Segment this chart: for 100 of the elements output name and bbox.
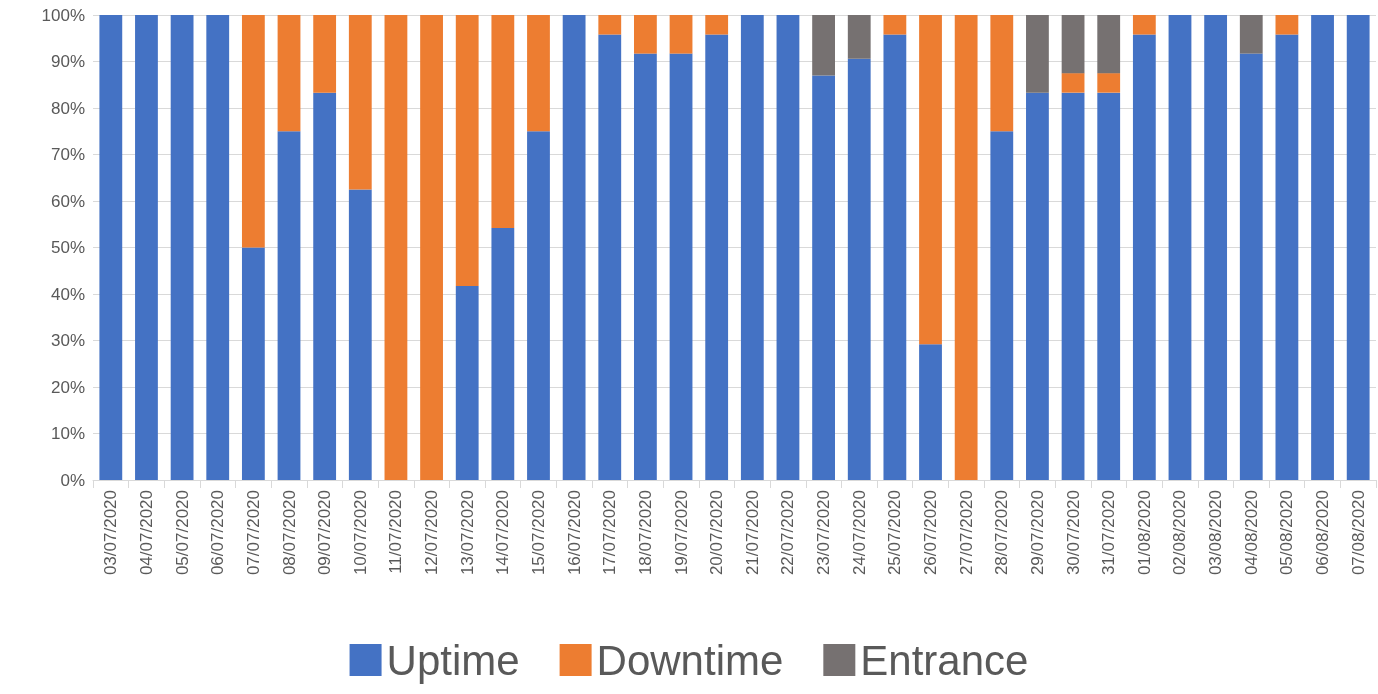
x-tick-label: 17/07/2020 [600, 490, 620, 576]
x-tick-label: 03/07/2020 [101, 490, 121, 576]
bar [348, 15, 372, 190]
bar [883, 34, 907, 480]
x-tick-label: 29/07/2020 [1027, 490, 1047, 576]
y-tick-label: 10% [50, 424, 85, 443]
x-tick-label: 02/08/2020 [1170, 490, 1190, 576]
x-tick-label: 21/07/2020 [742, 490, 762, 576]
x-tick-label: 28/07/2020 [992, 490, 1012, 576]
legend-label: Uptime [386, 636, 520, 684]
x-tick-label: 04/08/2020 [1241, 490, 1261, 576]
bar [1346, 15, 1370, 480]
x-tick-label: 04/07/2020 [136, 490, 156, 576]
bar [277, 15, 301, 132]
bar [669, 15, 693, 54]
bar [1275, 34, 1299, 480]
bar [491, 15, 515, 228]
x-tick-label: 13/07/2020 [457, 490, 477, 576]
x-tick-label: 19/07/2020 [671, 490, 691, 576]
bar [740, 15, 764, 480]
bar [1311, 15, 1334, 480]
x-tick-label: 07/08/2020 [1348, 490, 1368, 576]
bar [812, 15, 835, 76]
bar [705, 15, 729, 35]
bar [1204, 15, 1228, 480]
bar [812, 75, 835, 480]
bar [1132, 34, 1156, 480]
bar [420, 15, 443, 480]
y-tick-label: 60% [50, 191, 85, 211]
bar [990, 15, 1014, 132]
bar [634, 53, 657, 480]
x-tick-label: 26/07/2020 [921, 490, 941, 576]
x-tick-label: 05/07/2020 [172, 490, 192, 576]
bar [919, 15, 942, 345]
x-tick-label: 01/08/2020 [1134, 490, 1154, 576]
bar [277, 131, 301, 480]
x-tick-label: 23/07/2020 [814, 490, 834, 576]
x-tick-label: 27/07/2020 [956, 490, 976, 576]
bar [527, 15, 550, 132]
bar [1061, 92, 1085, 480]
bar [384, 15, 408, 480]
bar [847, 15, 871, 59]
bar [455, 286, 479, 480]
bar [241, 15, 265, 248]
x-tick-label: 22/07/2020 [778, 490, 798, 576]
y-tick-label: 40% [50, 284, 85, 304]
x-tick-label: 24/07/2020 [849, 490, 869, 576]
y-tick-label: 100% [41, 5, 85, 25]
bar [847, 58, 871, 480]
bar [1168, 15, 1192, 480]
x-tick-label: 15/07/2020 [528, 490, 548, 576]
x-tick-label: 10/07/2020 [350, 490, 370, 576]
bar [206, 15, 230, 480]
x-tick-label: 06/07/2020 [208, 490, 228, 576]
x-tick-label: 30/07/2020 [1063, 490, 1083, 576]
bar [170, 15, 194, 480]
bar [954, 15, 978, 480]
bar [1061, 15, 1085, 74]
bar [455, 15, 479, 287]
x-tick-label: 31/07/2020 [1099, 490, 1119, 576]
bar [99, 15, 123, 480]
bar [598, 15, 622, 35]
x-tick-label: 16/07/2020 [564, 490, 584, 576]
bar [990, 131, 1014, 480]
legend-label: Downtime [596, 636, 784, 684]
x-tick-label: 12/07/2020 [422, 490, 442, 576]
bar [1097, 73, 1121, 93]
x-tick-label: 11/07/2020 [386, 490, 406, 574]
bar [705, 34, 729, 480]
bar [1026, 15, 1049, 93]
x-tick-label: 14/07/2020 [493, 490, 513, 576]
bar [241, 247, 265, 480]
y-tick-label: 70% [50, 145, 85, 164]
x-tick-label: 03/08/2020 [1206, 490, 1226, 576]
x-tick-label: 08/07/2020 [279, 490, 299, 576]
bar [1097, 92, 1121, 480]
legend-label: Entrance [860, 636, 1029, 684]
bar [1026, 92, 1049, 480]
bar [598, 34, 622, 480]
x-tick-label: 07/07/2020 [243, 490, 263, 576]
y-tick-label: 80% [50, 98, 85, 118]
y-tick-label: 20% [50, 377, 85, 397]
x-tick-label: 09/07/2020 [315, 490, 335, 576]
y-tick-label: 50% [50, 238, 85, 257]
bar [135, 15, 158, 480]
y-tick-label: 90% [50, 52, 85, 71]
x-tick-label: 25/07/2020 [885, 490, 905, 576]
x-tick-label: 20/07/2020 [707, 490, 727, 576]
bar [1132, 15, 1156, 35]
bar [527, 131, 550, 480]
bar [919, 344, 942, 480]
bar [1239, 15, 1263, 54]
bar [634, 15, 657, 54]
bar [669, 53, 693, 480]
bar [776, 15, 800, 480]
bar [883, 15, 907, 35]
x-tick-label: 18/07/2020 [635, 490, 655, 576]
bar [1239, 53, 1263, 480]
bar [491, 227, 515, 480]
y-tick-label: 0% [60, 470, 85, 490]
